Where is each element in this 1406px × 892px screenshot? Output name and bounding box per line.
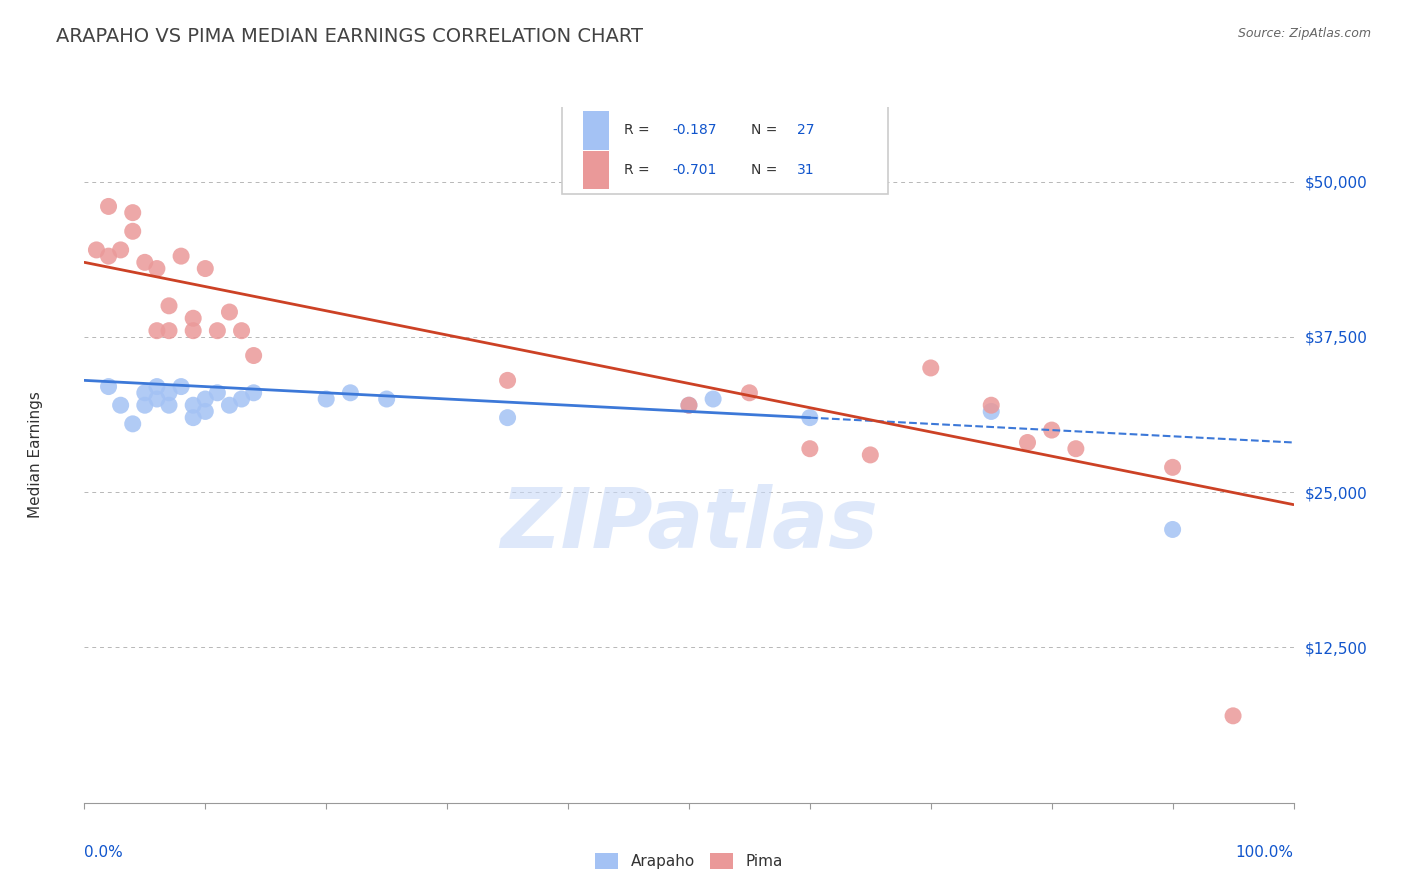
Point	[702, 392, 724, 406]
Legend: Arapaho, Pima: Arapaho, Pima	[589, 847, 789, 875]
Point	[678, 398, 700, 412]
Text: ARAPAHO VS PIMA MEDIAN EARNINGS CORRELATION CHART: ARAPAHO VS PIMA MEDIAN EARNINGS CORRELAT…	[56, 27, 643, 45]
Point	[181, 410, 204, 425]
Text: R =: R =	[624, 123, 654, 137]
Point	[218, 398, 240, 412]
Point	[1161, 460, 1184, 475]
Text: 31: 31	[797, 162, 814, 177]
Text: -0.701: -0.701	[672, 162, 717, 177]
Point	[859, 448, 882, 462]
Text: 0.0%: 0.0%	[84, 845, 124, 860]
Point	[157, 324, 180, 338]
Point	[170, 379, 193, 393]
Point	[121, 224, 143, 238]
FancyBboxPatch shape	[582, 151, 609, 189]
Point	[194, 404, 217, 418]
Point	[146, 392, 169, 406]
Point	[86, 243, 108, 257]
Point	[375, 392, 398, 406]
Point	[146, 324, 169, 338]
Point	[1040, 423, 1063, 437]
Point	[799, 410, 821, 425]
Text: Median Earnings: Median Earnings	[28, 392, 44, 518]
Point	[231, 324, 253, 338]
Point	[97, 249, 120, 263]
Point	[121, 205, 143, 219]
Point	[181, 324, 204, 338]
Point	[1222, 708, 1244, 723]
Point	[146, 379, 169, 393]
Point	[231, 392, 253, 406]
Point	[1161, 523, 1184, 537]
Point	[157, 398, 180, 412]
Text: ZIPatlas: ZIPatlas	[501, 484, 877, 565]
Point	[181, 311, 204, 326]
Point	[110, 243, 132, 257]
Point	[496, 410, 519, 425]
Point	[97, 199, 120, 213]
Text: -0.187: -0.187	[672, 123, 717, 137]
Point	[194, 261, 217, 276]
Point	[194, 392, 217, 406]
FancyBboxPatch shape	[562, 103, 889, 194]
Point	[134, 385, 156, 400]
Point	[110, 398, 132, 412]
Point	[207, 324, 229, 338]
Point	[920, 360, 942, 375]
Point	[799, 442, 821, 456]
Text: 100.0%: 100.0%	[1236, 845, 1294, 860]
Text: R =: R =	[624, 162, 654, 177]
Point	[1017, 435, 1039, 450]
Text: 27: 27	[797, 123, 814, 137]
Point	[678, 398, 700, 412]
Point	[242, 385, 264, 400]
Point	[157, 299, 180, 313]
Point	[97, 379, 120, 393]
Text: N =: N =	[751, 162, 782, 177]
FancyBboxPatch shape	[582, 112, 609, 150]
Point	[218, 305, 240, 319]
Point	[181, 398, 204, 412]
Point	[242, 349, 264, 363]
Point	[980, 404, 1002, 418]
Point	[1064, 442, 1087, 456]
Point	[121, 417, 143, 431]
Point	[170, 249, 193, 263]
Point	[980, 398, 1002, 412]
Point	[134, 398, 156, 412]
Point	[738, 385, 761, 400]
Point	[207, 385, 229, 400]
Point	[496, 373, 519, 387]
Point	[315, 392, 337, 406]
Point	[146, 261, 169, 276]
Point	[339, 385, 361, 400]
Text: Source: ZipAtlas.com: Source: ZipAtlas.com	[1237, 27, 1371, 40]
Point	[157, 385, 180, 400]
Text: N =: N =	[751, 123, 782, 137]
Point	[134, 255, 156, 269]
